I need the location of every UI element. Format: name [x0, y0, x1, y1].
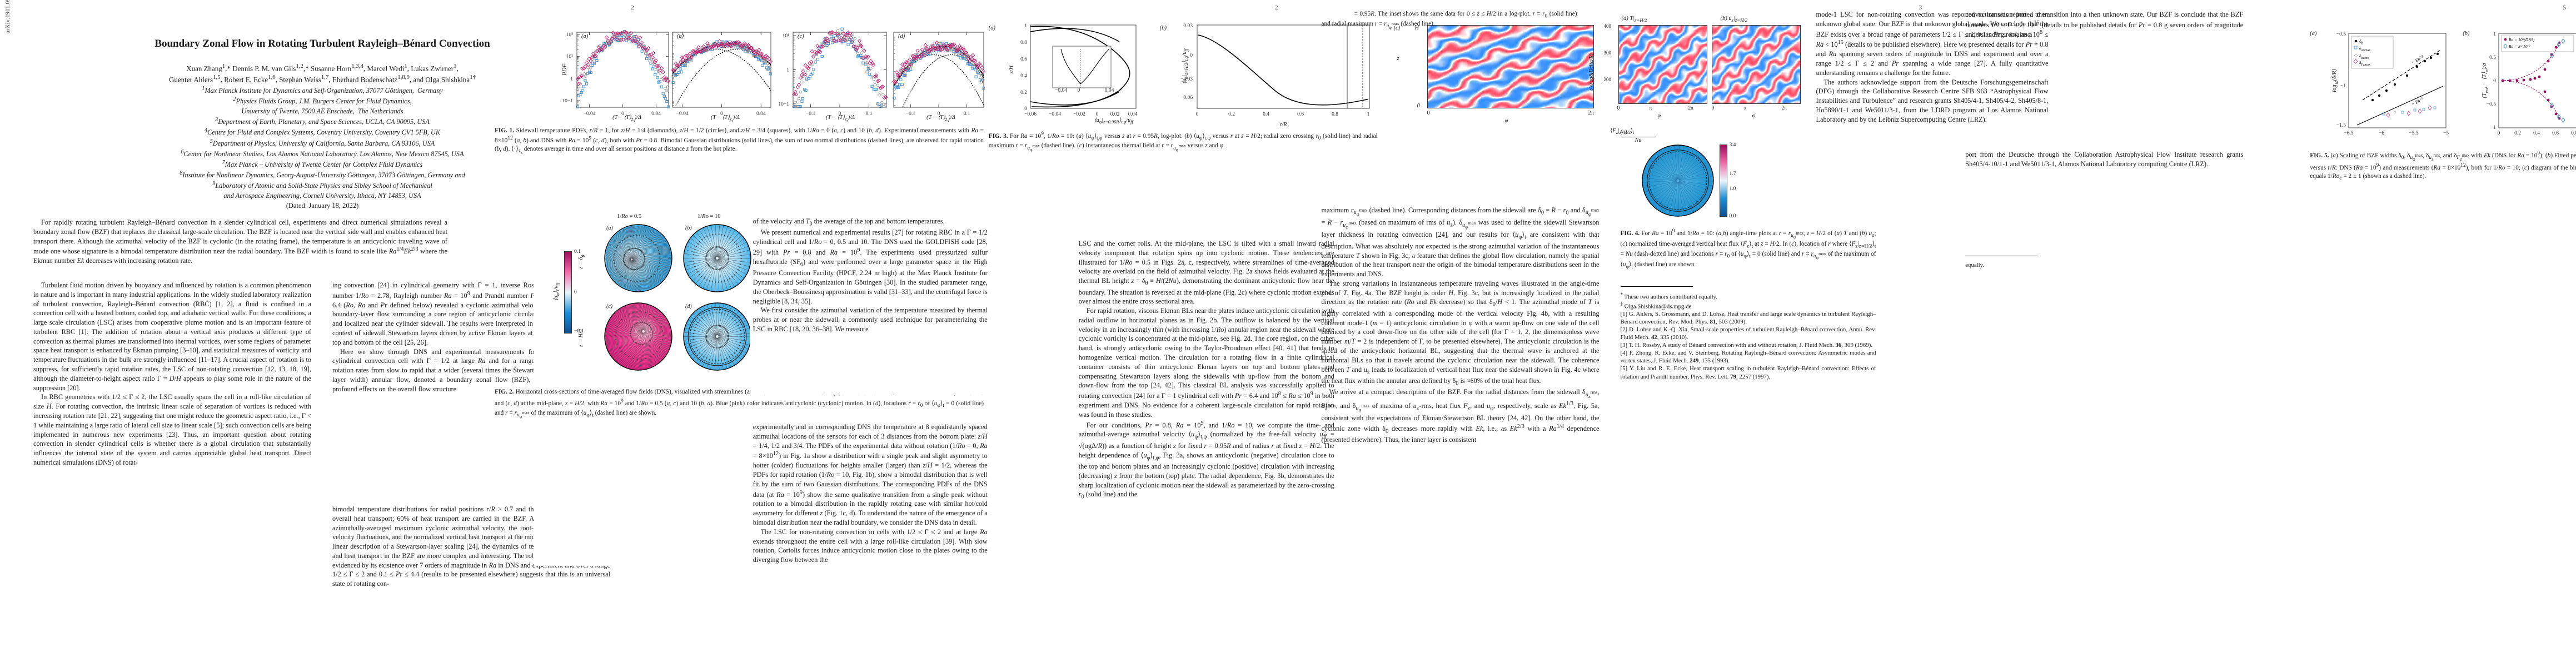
svg-text:−0.5: −0.5	[2487, 102, 2496, 107]
svg-text:10¹: 10¹	[566, 54, 574, 60]
svg-text:0.4: 0.4	[1020, 73, 1027, 79]
svg-text:0.4: 0.4	[2533, 131, 2540, 136]
svg-text:−1: −1	[2340, 83, 2346, 89]
svg-text:−5.5: −5.5	[2409, 131, 2419, 136]
svg-text:0.6: 0.6	[2552, 131, 2559, 136]
svg-text:−5: −5	[2443, 131, 2449, 136]
svg-text:0.02: 0.02	[1110, 112, 1119, 117]
svg-text:0.2: 0.2	[1020, 90, 1027, 96]
svg-text:−0.02: −0.02	[1073, 112, 1085, 117]
svg-text:−6: −6	[2379, 131, 2384, 136]
svg-text:0.8: 0.8	[1020, 40, 1027, 46]
svg-text:−0.04: −0.04	[1049, 112, 1061, 117]
svg-text:0: 0	[1077, 88, 1080, 93]
svg-text:−0.06: −0.06	[1024, 112, 1037, 117]
svg-text:1: 1	[570, 76, 573, 82]
svg-text:(Tpeak − ⟨T⟩zs)/σ: (Tpeak − ⟨T⟩zs)/σ	[2482, 63, 2489, 98]
svg-text:0: 0	[1024, 106, 1027, 112]
svg-text:0.6: 0.6	[1020, 57, 1027, 62]
svg-text:−0.5: −0.5	[2336, 32, 2346, 37]
svg-text:~ Ek2/3: ~ Ek2/3	[2411, 54, 2425, 65]
svg-text:−1.5: −1.5	[2336, 123, 2346, 128]
svg-text:0.8: 0.8	[2571, 131, 2576, 136]
svg-text:0: 0	[1095, 112, 1098, 117]
svg-text:r/R: r/R	[1279, 122, 1287, 128]
svg-text:−1: −1	[2490, 125, 2496, 131]
svg-text:0.04: 0.04	[1104, 88, 1114, 93]
svg-text:1: 1	[1024, 23, 1027, 29]
svg-text:0.2: 0.2	[2514, 131, 2521, 136]
svg-text:log10(δ/R): log10(δ/R)	[2331, 69, 2339, 92]
svg-text:Ra = 8×1012: Ra = 8×1012	[2508, 44, 2530, 49]
svg-text:Ra = 109(DNS): Ra = 109(DNS)	[2508, 37, 2535, 42]
svg-text:0.4: 0.4	[1263, 112, 1269, 117]
svg-text:0.5: 0.5	[2489, 55, 2496, 61]
svg-text:0.2: 0.2	[1228, 112, 1235, 117]
svg-text:0: 0	[2498, 131, 2500, 136]
svg-text:10−1: 10−1	[562, 98, 573, 104]
svg-text:0: 0	[1190, 53, 1193, 58]
svg-text:z/H: z/H	[1008, 64, 1014, 74]
svg-text:1: 1	[2494, 32, 2497, 37]
svg-text:10²: 10²	[566, 32, 574, 38]
svg-text:−6.5: −6.5	[2344, 131, 2354, 136]
svg-text:0: 0	[1195, 112, 1198, 117]
svg-text:0: 0	[2494, 78, 2497, 84]
svg-text:−0.04: −0.04	[1055, 88, 1067, 93]
svg-text:0.03: 0.03	[1183, 23, 1193, 29]
svg-text:0.04: 0.04	[1128, 112, 1137, 117]
